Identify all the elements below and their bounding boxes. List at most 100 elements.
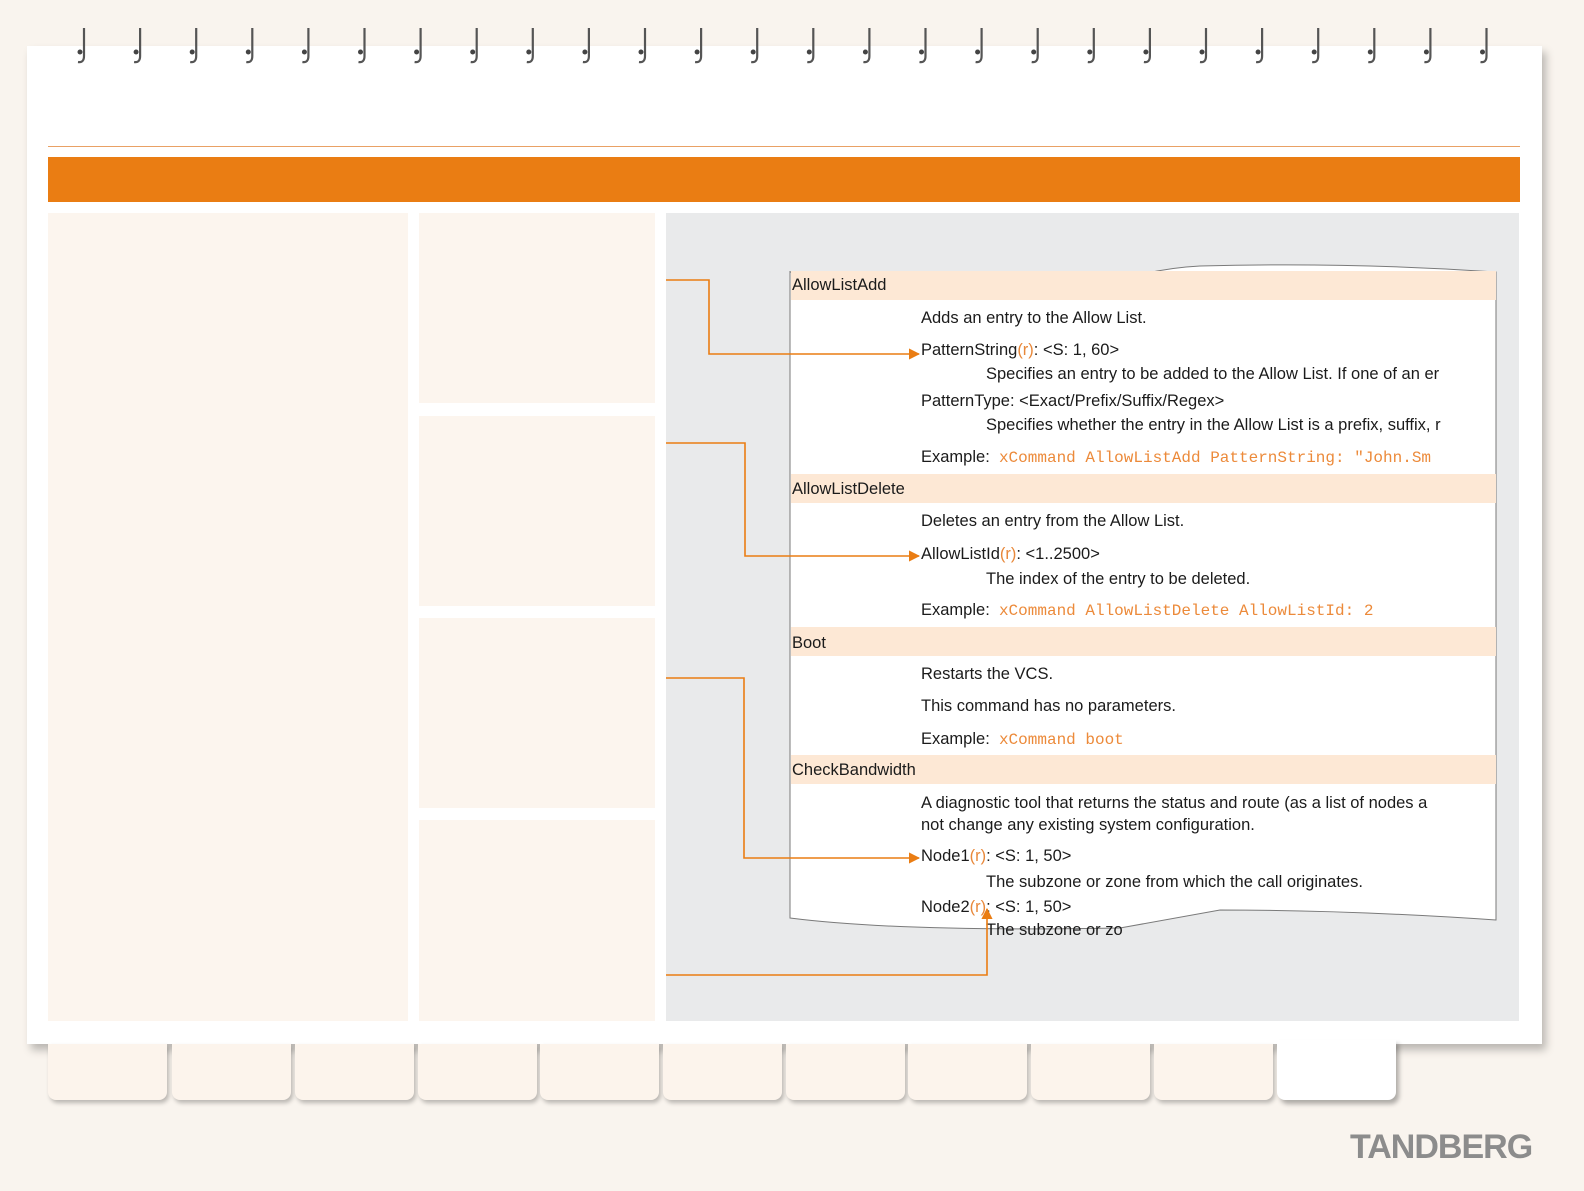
spiral-ring: [1424, 28, 1432, 64]
ring-hole: [638, 49, 644, 55]
connector-arrow-1: [666, 279, 921, 360]
param-line: PatternType: <Exact/Prefix/Suffix/Regex>: [921, 392, 1224, 411]
ring-hole: [806, 49, 812, 55]
command-description: not change any existing system configura…: [921, 816, 1255, 834]
spiral-ring: [470, 28, 478, 64]
required-marker: (r): [969, 847, 987, 865]
document-content: AllowListAdd Adds an entry to the Allow …: [790, 270, 1496, 935]
spiral-ring: [1031, 28, 1039, 64]
spiral-ring: [638, 28, 647, 64]
command-description: Restarts the VCS.: [921, 665, 1054, 683]
header-rule: [48, 146, 1520, 147]
ring-hole: [919, 49, 924, 55]
ring-hole: [133, 49, 139, 55]
spiral-ring: [751, 28, 759, 64]
connector-arrow-2: [666, 442, 921, 562]
spiral-ring: [807, 28, 815, 64]
param-type: : <1..2500>: [1016, 545, 1100, 563]
required-marker: (r): [1017, 341, 1034, 359]
spiral-ring: [302, 28, 310, 64]
section-tab-9[interactable]: [1031, 1044, 1150, 1100]
section-tab-8[interactable]: [908, 1044, 1027, 1100]
command-name: AllowListDelete: [792, 480, 905, 498]
spiral-ring: [133, 28, 142, 64]
spiral-ring: [863, 28, 871, 64]
example-code: xCommand AllowListAdd PatternString: "Jo…: [998, 449, 1432, 467]
section-tab-active[interactable]: [1277, 1040, 1396, 1100]
example-label: Example:: [921, 730, 990, 748]
spiral-ring: [1255, 28, 1264, 64]
ring-hole: [1031, 49, 1037, 55]
spiral-ring: [694, 28, 703, 64]
example-line: Example: xCommand boot: [921, 730, 1124, 749]
example-line: Example: xCommand AllowListDelete AllowL…: [921, 601, 1373, 620]
ring-hole: [414, 49, 420, 55]
spiral-ring: [1087, 28, 1095, 64]
ring-hole: [862, 49, 868, 55]
param-description: Specifies an entry to be added to the Al…: [986, 365, 1440, 383]
header-banner: [48, 157, 1520, 202]
connector-arrow-3: [666, 677, 921, 864]
spiral-ring: [77, 28, 86, 64]
command-name: Boot: [792, 634, 826, 652]
param-type: : <S: 1, 50>: [986, 847, 1072, 865]
section-bar-boot: [791, 627, 1496, 656]
section-bar-checkbandwidth: [791, 755, 1496, 784]
spiral-ring: [582, 28, 590, 64]
section-tab-10[interactable]: [1154, 1044, 1273, 1100]
ring-hole: [582, 49, 588, 55]
spiral-ring: [190, 28, 198, 64]
ring-hole: [189, 49, 195, 55]
example-line: Example: xCommand AllowListAdd PatternSt…: [921, 448, 1431, 467]
ring-hole: [77, 49, 83, 55]
section-tab-4[interactable]: [418, 1044, 537, 1100]
param-name: Node2: [921, 898, 970, 916]
spiral-ring: [1312, 28, 1320, 64]
section-tab-1[interactable]: [48, 1044, 167, 1100]
param-line: PatternString(r): <S: 1, 60>: [921, 341, 1119, 360]
param-name: Node1: [921, 847, 970, 865]
ring-hole: [694, 49, 700, 55]
ring-hole: [1367, 49, 1373, 55]
command-name: CheckBandwidth: [792, 761, 916, 779]
left-column: [48, 213, 408, 1021]
callout-box-2: [419, 416, 655, 606]
required-marker: (r): [999, 545, 1017, 563]
param-name: PatternString: [921, 341, 1018, 359]
ring-hole: [526, 49, 532, 55]
section-tab-5[interactable]: [540, 1044, 659, 1100]
spiral-ring: [1199, 28, 1208, 64]
command-name: AllowListAdd: [792, 276, 887, 294]
param-description: The index of the entry to be deleted.: [986, 570, 1251, 588]
ring-hole: [1311, 49, 1317, 55]
command-description: Adds an entry to the Allow List.: [921, 309, 1147, 327]
command-description: Deletes an entry from the Allow List.: [921, 512, 1185, 530]
param-description: The subzone or zo: [986, 921, 1123, 935]
section-tab-3[interactable]: [295, 1044, 414, 1100]
param-type: : <Exact/Prefix/Suffix/Regex>: [1009, 392, 1225, 410]
section-tab-6[interactable]: [663, 1044, 782, 1100]
spiral-ring: [919, 28, 927, 64]
ring-hole: [975, 49, 981, 55]
callout-box-1: [419, 213, 655, 403]
spiral-ring: [1143, 28, 1151, 64]
param-type: : <S: 1, 50>: [986, 898, 1072, 916]
section-tab-7[interactable]: [786, 1044, 905, 1100]
ring-hole: [1423, 49, 1429, 55]
callout-box-4: [419, 820, 655, 1021]
spiral-binding: [77, 28, 1488, 64]
section-tab-2[interactable]: [172, 1044, 291, 1100]
ring-hole: [750, 49, 756, 55]
tandberg-logo: TANDBERG: [1350, 1128, 1533, 1166]
ring-hole: [1480, 49, 1485, 55]
spiral-ring: [975, 28, 983, 64]
param-description: The subzone or zone from which the call …: [986, 873, 1363, 891]
spiral-ring: [526, 28, 534, 64]
spiral-ring: [414, 28, 422, 64]
ring-hole: [1255, 49, 1261, 55]
command-note: This command has no parameters.: [921, 697, 1176, 715]
param-name: PatternType: [921, 392, 1010, 410]
param-type: : <S: 1, 60>: [1033, 341, 1120, 359]
param-line: AllowListId(r): <1..2500>: [921, 545, 1100, 564]
